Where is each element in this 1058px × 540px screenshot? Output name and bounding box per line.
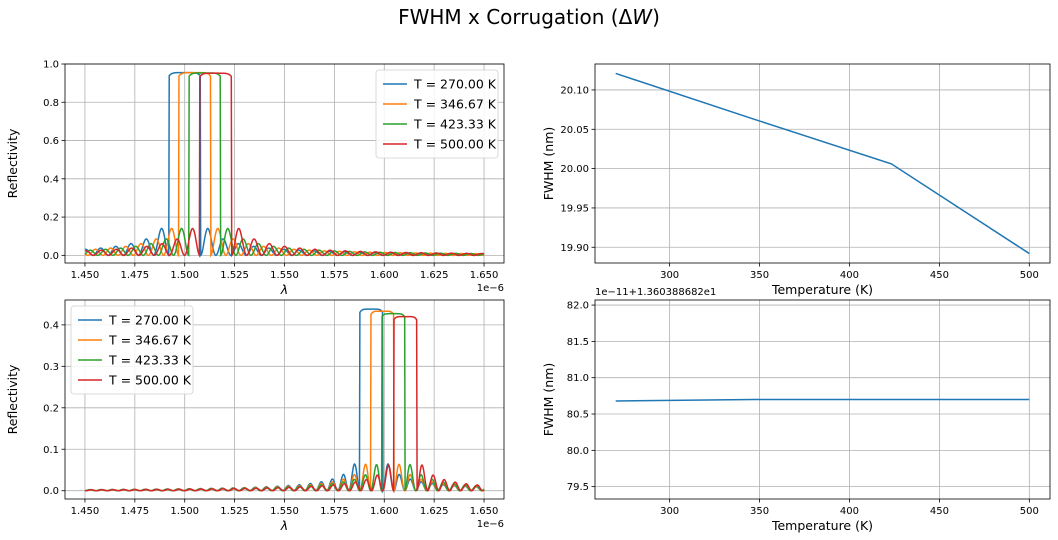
y-tick-label: 80.5 (567, 410, 589, 421)
x-tick-label: 1.625 (420, 270, 449, 281)
axes-frame (594, 299, 1051, 500)
legend-box (375, 69, 499, 159)
x-tick-label: 1.550 (270, 270, 299, 281)
x-tick-label: 1.625 (420, 506, 449, 517)
x-offset-text: 1e−6 (477, 519, 504, 530)
x-tick-label: 450 (930, 270, 949, 281)
x-tick-label: 350 (750, 270, 769, 281)
series-line-4 (84, 315, 485, 494)
series-group (615, 398, 1030, 402)
x-tick-label: 1.525 (220, 506, 249, 517)
x-tick-label: 1.575 (320, 270, 349, 281)
y-tick-label: 0.1 (43, 445, 59, 456)
x-tick-label: 1.475 (121, 270, 150, 281)
legend-label: T = 346.67 K (413, 97, 497, 112)
x-axis-label: Temperature (K) (771, 518, 873, 533)
fwhm-chart-bottom: 300 350 400 450 500 79.5 80.0 80.5 81.0 81.5 82.0 T… (541, 287, 1051, 533)
x-tick-label: 1.450 (71, 270, 100, 281)
legend-box (70, 305, 194, 395)
y-tick-label: 0.4 (43, 320, 59, 331)
y-tick-label: 1.0 (43, 60, 59, 71)
y-tick-label: 0.8 (43, 98, 59, 109)
x-tick-label: 1.650 (470, 270, 499, 281)
x-tick-label: 1.600 (370, 506, 399, 517)
legend-label: T = 270.00 K (413, 77, 497, 92)
x-tick-label: 1.475 (121, 506, 150, 517)
legend-label: T = 346.67 K (108, 333, 192, 348)
x-tick-label: 1.450 (71, 506, 100, 517)
y-tick-label: 82.0 (567, 301, 589, 312)
axes-frame (594, 63, 1051, 264)
y-tick-label: 81.5 (567, 337, 589, 348)
x-tick-label: 500 (1020, 506, 1039, 517)
x-tick-label: 1.550 (270, 506, 299, 517)
y-tick-label: 20.10 (560, 85, 589, 96)
legend: T = 270.00 K T = 346.67 K T = 423.33 K T = … (70, 305, 194, 395)
y-tick-label: 79.5 (567, 482, 589, 493)
x-axis-label: Temperature (K) (771, 282, 873, 297)
y-tick-label: 0.6 (43, 136, 59, 147)
x-tick-label: 1.600 (370, 270, 399, 281)
y-tick-label: 20.00 (560, 164, 589, 175)
y-tick-label: 0.2 (43, 403, 59, 414)
series-line-4 (84, 72, 485, 258)
y-axis-label: Reflectivity (5, 128, 20, 198)
x-tick-label: 1.575 (320, 506, 349, 517)
x-tick-label: 400 (840, 270, 859, 281)
y-offset-text: 1e−11+1.360388682e1 (595, 287, 716, 298)
x-offset-text: 1e−6 (477, 283, 504, 294)
x-tick-label: 500 (1020, 270, 1039, 281)
x-tick-label: 1.500 (170, 270, 199, 281)
series-line-1 (615, 72, 1030, 255)
legend-label: T = 500.00 K (413, 137, 497, 152)
y-tick-label: 0.2 (43, 213, 59, 224)
grid (595, 64, 1050, 263)
legend-label: T = 423.33 K (413, 117, 497, 132)
legend: T = 270.00 K T = 346.67 K T = 423.33 K T = … (375, 69, 499, 159)
fwhm-chart-top: 300 350 400 450 500 19.90 19.95 20.00 20.05 20.10… (541, 63, 1051, 297)
series-line-3 (84, 72, 485, 257)
y-tick-label: 19.95 (560, 203, 589, 214)
y-tick-label: 0.4 (43, 174, 59, 185)
plot-area (595, 64, 1050, 263)
series-group (84, 308, 485, 494)
y-tick-label: 0.0 (43, 251, 59, 262)
legend-label: T = 270.00 K (108, 313, 192, 328)
x-tick-label: 300 (660, 270, 679, 281)
x-tick-label: 450 (930, 506, 949, 517)
x-tick-label: 400 (840, 506, 859, 517)
y-axis-label: FWHM (nm) (541, 363, 556, 437)
x-tick-label: 1.500 (170, 506, 199, 517)
y-axis-label: FWHM (nm) (541, 127, 556, 201)
y-tick-label: 0.3 (43, 362, 59, 373)
y-tick-label: 20.05 (560, 125, 589, 136)
x-axis-label: λ (280, 282, 288, 297)
x-tick-label: 300 (660, 506, 679, 517)
figure-title: FWHM x Corrugation (ΔW) (398, 5, 660, 29)
series-group (615, 72, 1030, 255)
y-tick-label: 0.0 (43, 486, 59, 497)
y-tick-label: 19.90 (560, 243, 589, 254)
y-tick-label: 81.0 (567, 373, 589, 384)
series-line-1 (615, 398, 1030, 402)
reflectivity-chart-bottom: 1.450 1.475 1.500 1.525 1.550 1.575 1.600 1.625… (5, 299, 505, 533)
legend-label: T = 500.00 K (108, 373, 192, 388)
x-axis-label: λ (280, 518, 288, 533)
x-tick-label: 1.525 (220, 270, 249, 281)
reflectivity-chart-top: 1.450 1.475 1.500 1.525 1.550 1.575 1.600 1.625… (5, 60, 505, 297)
x-tick-label: 350 (750, 506, 769, 517)
legend-label: T = 423.33 K (108, 353, 192, 368)
grid (595, 300, 1050, 499)
x-tick-label: 1.650 (470, 506, 499, 517)
y-tick-label: 80.0 (567, 446, 589, 457)
series-group (84, 71, 485, 258)
y-axis-label: Reflectivity (5, 364, 20, 434)
